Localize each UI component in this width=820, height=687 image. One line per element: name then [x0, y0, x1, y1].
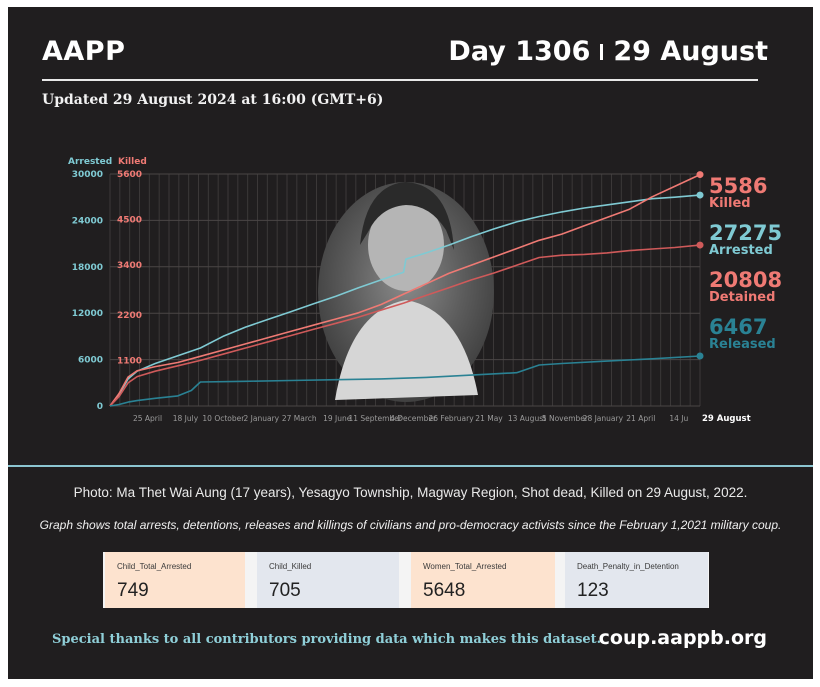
stat-card-value: 705 [269, 580, 301, 601]
stat-card-label: Child_Total_Arrested [117, 562, 192, 571]
series-endpoint-arrested [696, 191, 704, 199]
x-tick-label: 26 February [428, 414, 474, 423]
y-axis-title-arrested: Arrested [68, 157, 112, 167]
end-label-name: Killed [709, 196, 751, 211]
y-tick-label-killed: 4500 [117, 216, 142, 226]
stat-card-women-arrested: Women_Total_Arrested 5648 [411, 552, 555, 608]
end-label-value: 5586 [709, 174, 767, 198]
stat-card-value: 5648 [423, 580, 466, 601]
y-axis-title-killed: Killed [118, 157, 147, 167]
x-tick-label: 29 August [702, 414, 751, 424]
series-line-detained [109, 244, 701, 407]
stat-card-child-arrested: Child_Total_Arrested 749 [105, 552, 245, 608]
stat-card-label: Women_Total_Arrested [423, 562, 507, 571]
updated-timestamp: Updated 29 August 2024 at 16:00 (GMT+6) [42, 92, 384, 108]
series-line-arrested [109, 194, 701, 407]
x-tick-label: 28 January [583, 414, 624, 423]
x-tick-label: 25 April [133, 414, 162, 423]
y-tick-label-arrested: 30000 [72, 170, 103, 180]
x-tick-label: 27 March [282, 414, 317, 423]
series-endpoint-killed [696, 171, 704, 179]
header-divider [42, 79, 758, 81]
end-label-value: 6467 [709, 315, 767, 339]
end-label-name: Detained [709, 290, 775, 305]
stat-card-death-penalty: Death_Penalty_in_Detention 123 [565, 552, 708, 608]
end-label-name: Released [709, 337, 776, 352]
stat-card-child-killed: Child_Killed 705 [257, 552, 399, 608]
org-title: AAPP [42, 36, 126, 67]
y-tick-label-arrested: 12000 [72, 309, 103, 319]
series-endpoint-detained [696, 241, 704, 249]
separator-bar [600, 43, 604, 60]
y-tick-label-killed: 1100 [117, 356, 142, 366]
y-tick-label-arrested: 0 [97, 402, 103, 412]
end-label-name: Arrested [709, 243, 773, 258]
y-tick-label-arrested: 18000 [72, 263, 103, 273]
portrait-photo [318, 182, 494, 402]
stat-card-label: Death_Penalty_in_Detention [577, 562, 679, 571]
x-tick-label: 11 September [348, 414, 402, 423]
x-tick-label: 14 Ju [669, 414, 688, 423]
y-tick-label-arrested: 6000 [78, 356, 103, 366]
x-tick-label: 5 November [542, 414, 589, 423]
end-label-value: 27275 [709, 221, 782, 245]
y-tick-label-killed: 3400 [117, 261, 142, 271]
series-endpoint-released [696, 352, 704, 360]
y-tick-label-killed: 5600 [117, 170, 142, 180]
x-tick-label: 21 May [475, 414, 503, 423]
y-tick-label-arrested: 24000 [72, 216, 103, 226]
stat-card-value: 123 [577, 580, 609, 601]
date-label: 29 August [613, 36, 768, 67]
stat-card-value: 749 [117, 580, 149, 601]
y-tick-label-killed: 2200 [117, 311, 142, 321]
stat-card-label: Child_Killed [269, 562, 312, 571]
series-line-killed [109, 173, 701, 407]
x-tick-label: 4 December [390, 414, 437, 423]
x-tick-label: 21 April [626, 414, 655, 423]
stat-cards: Child_Total_Arrested 749 Child_Killed 70… [103, 552, 709, 608]
end-label-value: 20808 [709, 268, 782, 292]
thanks-note: Special thanks to all contributors provi… [52, 632, 602, 647]
x-tick-label: 2 January [244, 414, 280, 423]
site-url: coup.aappb.org [598, 627, 767, 649]
x-tick-label: 19 June [323, 414, 352, 423]
day-label: Day 1306 [448, 36, 591, 67]
section-divider [8, 465, 813, 467]
photo-caption: Photo: Ma Thet Wai Aung (17 years), Yesa… [73, 485, 748, 500]
x-tick-label: 13 August [508, 414, 546, 423]
graph-note: Graph shows total arrests, detentions, r… [39, 518, 782, 532]
day-counter: Day 1306 29 August [448, 36, 768, 67]
x-tick-label: 10 October [202, 414, 245, 423]
x-tick-label: 18 July [173, 414, 199, 423]
series-line-released [109, 355, 701, 407]
